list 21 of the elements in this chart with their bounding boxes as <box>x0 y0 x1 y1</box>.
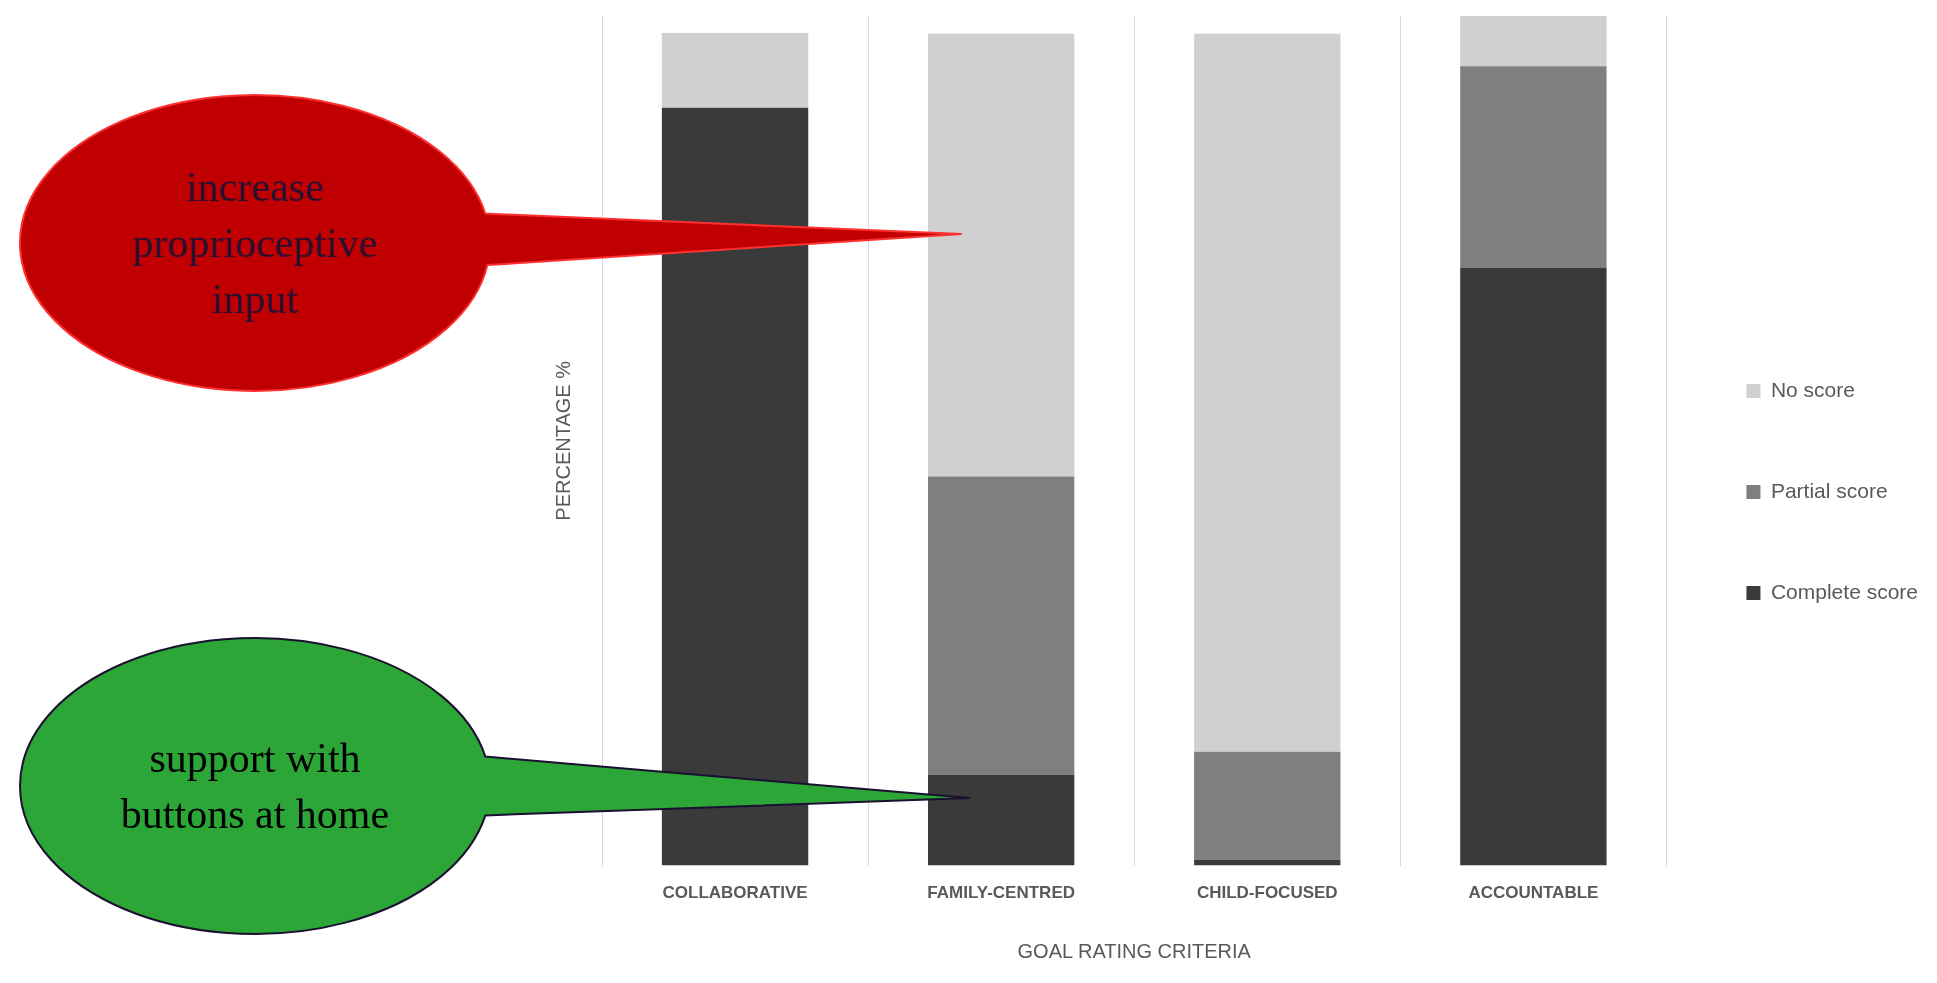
x-tick-label: COLLABORATIVE <box>662 883 808 903</box>
text: increase proprioceptive input <box>131 163 379 323</box>
bar <box>1460 16 1607 67</box>
legend-label: No score <box>1770 377 1855 401</box>
bar <box>927 476 1075 775</box>
y-axis-title: PERCENTAGE % <box>551 360 574 521</box>
bar <box>661 107 809 866</box>
bar <box>1460 66 1607 268</box>
x-tick-label: FAMILY-CENTRED <box>927 883 1075 903</box>
bar <box>1194 33 1341 752</box>
x-axis-title: GOAL RATING CRITERIA <box>1017 939 1252 962</box>
legend-label: Partial score <box>1770 478 1888 502</box>
x-tick-label: CHILD-FOCUSED <box>1196 883 1338 903</box>
text: support with buttons at home <box>119 734 391 839</box>
bar <box>1460 267 1607 866</box>
bar <box>927 33 1075 477</box>
bar <box>661 32 809 108</box>
bar <box>1194 751 1341 860</box>
bar <box>927 774 1075 866</box>
legend-label: Complete score <box>1770 579 1918 603</box>
x-tick-label: ACCOUNTABLE <box>1468 883 1599 903</box>
